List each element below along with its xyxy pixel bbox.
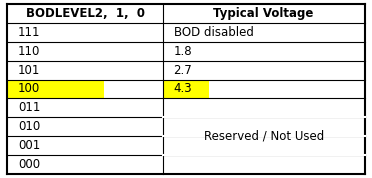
- Text: 100: 100: [18, 82, 41, 96]
- Text: 010: 010: [18, 121, 41, 134]
- Text: 2.7: 2.7: [173, 64, 192, 77]
- Bar: [7, 80, 104, 98]
- Text: Typical Voltage: Typical Voltage: [214, 7, 314, 20]
- Bar: [163, 80, 209, 98]
- Text: 4.3: 4.3: [173, 82, 192, 96]
- Text: 001: 001: [18, 139, 41, 153]
- Text: 101: 101: [18, 64, 41, 77]
- Text: 000: 000: [18, 158, 40, 171]
- Text: Reserved / Not Used: Reserved / Not Used: [203, 130, 324, 143]
- Text: 111: 111: [18, 25, 41, 39]
- Text: BODLEVEL2,  1,  0: BODLEVEL2, 1, 0: [26, 7, 145, 20]
- Text: 110: 110: [18, 44, 41, 57]
- Text: 011: 011: [18, 101, 41, 114]
- Text: 1.8: 1.8: [173, 44, 192, 57]
- Text: BOD disabled: BOD disabled: [173, 25, 253, 39]
